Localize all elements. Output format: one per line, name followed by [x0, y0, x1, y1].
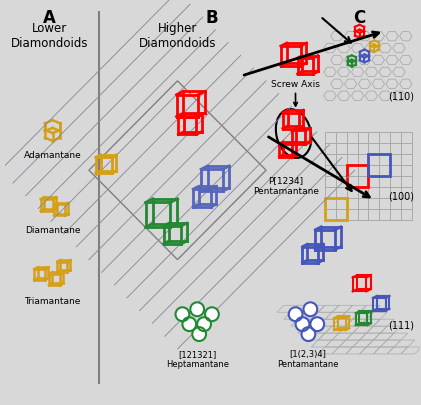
Bar [336, 144, 347, 155]
Text: (111): (111) [388, 320, 414, 329]
Bar [336, 155, 347, 166]
Bar [401, 198, 412, 209]
Bar [336, 188, 347, 198]
Bar [357, 188, 368, 198]
Bar [325, 155, 336, 166]
Bar [379, 209, 390, 220]
Bar [347, 144, 357, 155]
Text: Screw Axis: Screw Axis [271, 80, 320, 107]
Bar [379, 188, 390, 198]
Circle shape [310, 318, 324, 331]
Bar [390, 177, 401, 188]
Bar [379, 144, 390, 155]
Bar [325, 209, 336, 220]
Text: (110): (110) [388, 92, 414, 102]
Text: Diamantane: Diamantane [25, 225, 80, 234]
Bar [325, 188, 336, 198]
Bar [390, 188, 401, 198]
Bar [368, 155, 390, 177]
Bar [401, 144, 412, 155]
Bar [390, 198, 401, 209]
Bar [325, 177, 336, 188]
Bar [368, 188, 379, 198]
Bar [390, 155, 401, 166]
Bar [357, 198, 368, 209]
Circle shape [304, 303, 317, 316]
Circle shape [301, 327, 315, 341]
Bar [401, 177, 412, 188]
Bar [347, 188, 357, 198]
Circle shape [289, 307, 303, 322]
Bar [325, 166, 336, 177]
Bar [347, 155, 357, 166]
Bar [368, 177, 379, 188]
Bar [357, 209, 368, 220]
Bar [325, 198, 347, 220]
Bar [347, 166, 368, 188]
Bar [357, 155, 368, 166]
Bar [401, 166, 412, 177]
Bar [357, 133, 368, 144]
Bar [401, 133, 412, 144]
Bar [401, 209, 412, 220]
Circle shape [205, 307, 219, 322]
Text: A: A [43, 9, 56, 27]
Bar [379, 155, 390, 166]
Circle shape [190, 303, 204, 316]
Bar [357, 177, 368, 188]
Bar [347, 166, 357, 177]
Circle shape [182, 318, 196, 331]
Text: [121321]
Heptamantane: [121321] Heptamantane [166, 349, 229, 369]
Bar [325, 198, 336, 209]
Bar [336, 133, 347, 144]
Bar [336, 209, 347, 220]
Bar [390, 166, 401, 177]
Text: P[1234]
Pentamantane: P[1234] Pentamantane [253, 176, 319, 195]
Bar [347, 209, 357, 220]
Bar [347, 177, 357, 188]
Bar [379, 198, 390, 209]
Text: [1(2,3)4]
Pentamantane: [1(2,3)4] Pentamantane [277, 349, 338, 369]
Bar [325, 144, 336, 155]
Bar [379, 177, 390, 188]
Text: Triamantane: Triamantane [24, 296, 81, 306]
Bar [325, 133, 336, 144]
Bar [368, 166, 379, 177]
Circle shape [296, 318, 309, 331]
Text: Lower
Diamondoids: Lower Diamondoids [11, 22, 88, 50]
Bar [390, 209, 401, 220]
Text: C: C [354, 9, 366, 27]
Bar [390, 133, 401, 144]
Text: Higher
Diamondoids: Higher Diamondoids [139, 22, 216, 50]
Bar [347, 133, 357, 144]
Circle shape [192, 327, 206, 341]
Bar [368, 198, 379, 209]
Text: Adamantane: Adamantane [24, 151, 81, 160]
Bar [401, 188, 412, 198]
Text: (100): (100) [388, 191, 414, 200]
Bar [357, 144, 368, 155]
Bar [357, 166, 368, 177]
Bar [390, 144, 401, 155]
Bar [368, 144, 379, 155]
Bar [368, 133, 379, 144]
Circle shape [176, 307, 189, 322]
Bar [379, 166, 390, 177]
Bar [368, 209, 379, 220]
Bar [336, 166, 347, 177]
Bar [347, 198, 357, 209]
Bar [368, 155, 379, 166]
Bar [401, 155, 412, 166]
Bar [379, 133, 390, 144]
Bar [336, 177, 347, 188]
Circle shape [197, 318, 211, 331]
Text: B: B [205, 9, 218, 27]
Bar [336, 198, 347, 209]
